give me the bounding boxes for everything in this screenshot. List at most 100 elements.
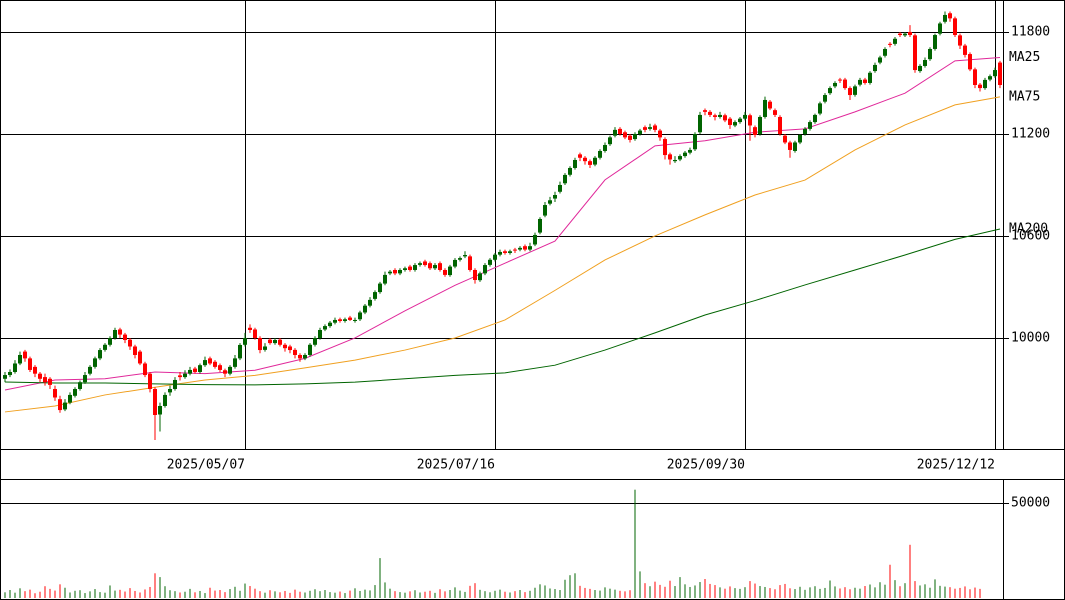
volume-bar [239, 590, 241, 598]
candle-body [123, 334, 127, 341]
candle-body [943, 14, 947, 22]
volume-bar [109, 585, 111, 598]
candle-body [83, 375, 87, 383]
volume-bar [879, 582, 881, 598]
volume-bar [354, 588, 356, 598]
candle-body [708, 111, 712, 115]
candle-body [788, 142, 792, 150]
candle-body [563, 174, 567, 184]
volume-bar [769, 588, 771, 598]
volume-bar [599, 590, 601, 598]
volume-bar [689, 586, 691, 598]
volume-bar [789, 588, 791, 598]
candle-body [628, 135, 632, 140]
volume-bar [194, 592, 196, 598]
candle-body [548, 200, 552, 204]
candle-body [198, 365, 202, 372]
candle-body [418, 263, 422, 265]
volume-bar [294, 589, 296, 598]
candle-body [8, 371, 12, 376]
volume-bar [89, 591, 91, 598]
candle-body [538, 218, 542, 233]
candle-body [758, 116, 762, 134]
candle-body [178, 375, 182, 378]
volume-bar [424, 591, 426, 598]
candle-body [353, 319, 357, 321]
volume-bar [774, 589, 776, 598]
volume-bar [54, 590, 56, 598]
volume-bar [469, 585, 471, 598]
candle-body [23, 351, 27, 359]
volume-bar [79, 590, 81, 598]
candle-body [683, 152, 687, 157]
candle-body [598, 150, 602, 158]
volume-bar [819, 588, 821, 598]
candle-body [523, 246, 527, 250]
volume-bar [794, 589, 796, 598]
candle-body [738, 118, 742, 123]
volume-bar [724, 588, 726, 598]
volume-bar [114, 590, 116, 598]
volume-bar [969, 589, 971, 598]
volume-bar [154, 573, 156, 598]
volume-bar [484, 591, 486, 598]
volume-bar [594, 590, 596, 598]
candle-body [168, 388, 172, 393]
candle-body [18, 354, 22, 364]
candle-body [903, 33, 907, 36]
volume-bar [804, 589, 806, 598]
candle-body [283, 344, 287, 349]
y-tick-label: 11200 [1011, 126, 1050, 141]
volume-bar [639, 571, 641, 598]
volume-bar [589, 588, 591, 598]
candle-body [828, 88, 832, 94]
candle-body [228, 366, 232, 374]
candle-body [733, 122, 737, 126]
candle-body [653, 125, 657, 130]
volume-bar [289, 592, 291, 598]
candle-body [28, 358, 32, 370]
volume-bar [394, 591, 396, 598]
volume-bar [679, 577, 681, 598]
candle-body [218, 365, 222, 370]
candle-body [483, 265, 487, 274]
volume-bar [494, 590, 496, 598]
volume-bar [259, 591, 261, 598]
volume-bar [454, 587, 456, 598]
candle-body [133, 346, 137, 355]
candle-body [928, 48, 932, 60]
volume-bar [734, 588, 736, 598]
candle-body [823, 95, 827, 102]
candle-body [118, 329, 122, 335]
volume-bar [204, 593, 206, 598]
volume-bar [199, 590, 201, 598]
volume-bar [739, 588, 741, 598]
volume-bar [924, 584, 926, 598]
candle-body [223, 370, 227, 374]
volume-bar [644, 583, 646, 598]
candle-body [413, 265, 417, 270]
candle-body [768, 101, 772, 109]
volume-bar [919, 585, 921, 598]
volume-bar [849, 589, 851, 598]
candle-body [818, 103, 822, 114]
candle-body [923, 60, 927, 66]
volume-bar [754, 583, 756, 598]
x-tick-label: 2025/05/07 [167, 458, 245, 473]
candle-body [808, 122, 812, 129]
candle-body [313, 337, 317, 345]
volume-bar [499, 589, 501, 598]
candle-body [443, 269, 447, 275]
candle-body [308, 344, 312, 355]
candle-body [113, 329, 117, 338]
volume-bar [704, 578, 706, 598]
volume-bar [539, 584, 541, 598]
candle-body [948, 13, 952, 19]
volume-bar [914, 581, 916, 598]
volume-bar [709, 583, 711, 598]
volume-bar [714, 585, 716, 598]
volume-bar [214, 590, 216, 598]
volume-bar [549, 588, 551, 598]
volume-bar [349, 590, 351, 598]
